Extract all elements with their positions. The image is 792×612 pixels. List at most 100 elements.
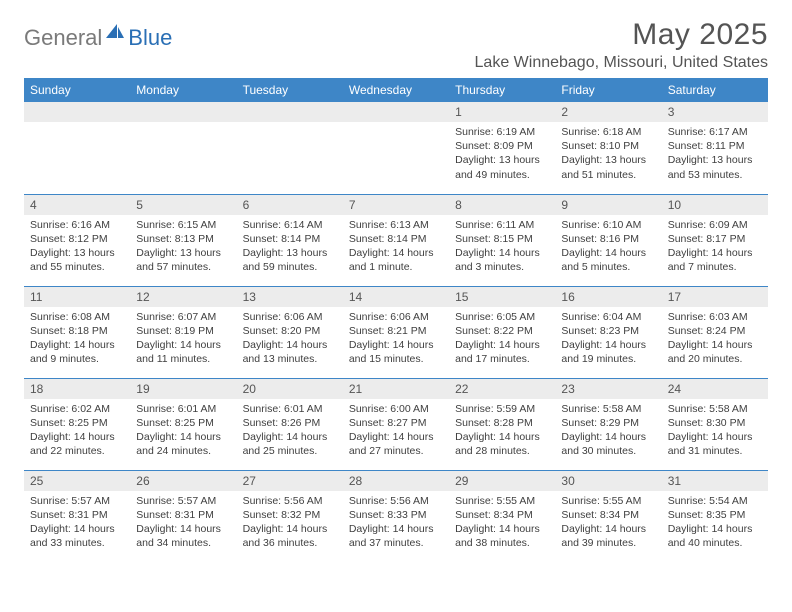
sunrise-line: Sunrise: 5:56 AM — [243, 494, 337, 508]
daylight-line: Daylight: 14 hours and 13 minutes. — [243, 338, 337, 366]
sunset-line: Sunset: 8:13 PM — [136, 232, 230, 246]
calendar-week-row: 11Sunrise: 6:08 AMSunset: 8:18 PMDayligh… — [24, 286, 768, 378]
day-info: Sunrise: 6:16 AMSunset: 8:12 PMDaylight:… — [24, 215, 130, 279]
day-info: Sunrise: 6:04 AMSunset: 8:23 PMDaylight:… — [555, 307, 661, 371]
day-number: 4 — [24, 195, 130, 215]
sunrise-line: Sunrise: 6:13 AM — [349, 218, 443, 232]
sunset-line: Sunset: 8:21 PM — [349, 324, 443, 338]
sunset-line: Sunset: 8:18 PM — [30, 324, 124, 338]
daylight-line: Daylight: 14 hours and 37 minutes. — [349, 522, 443, 550]
sunset-line: Sunset: 8:12 PM — [30, 232, 124, 246]
calendar-cell: 24Sunrise: 5:58 AMSunset: 8:30 PMDayligh… — [662, 378, 768, 470]
daylight-line: Daylight: 14 hours and 38 minutes. — [455, 522, 549, 550]
calendar-cell: 22Sunrise: 5:59 AMSunset: 8:28 PMDayligh… — [449, 378, 555, 470]
calendar-cell: 19Sunrise: 6:01 AMSunset: 8:25 PMDayligh… — [130, 378, 236, 470]
day-number: 12 — [130, 287, 236, 307]
weekday-header: Sunday — [24, 78, 130, 102]
sunset-line: Sunset: 8:11 PM — [668, 139, 762, 153]
sunset-line: Sunset: 8:31 PM — [136, 508, 230, 522]
calendar-cell: 2Sunrise: 6:18 AMSunset: 8:10 PMDaylight… — [555, 102, 661, 194]
day-number: 28 — [343, 471, 449, 491]
sunrise-line: Sunrise: 6:05 AM — [455, 310, 549, 324]
calendar-cell: 23Sunrise: 5:58 AMSunset: 8:29 PMDayligh… — [555, 378, 661, 470]
daylight-line: Daylight: 14 hours and 27 minutes. — [349, 430, 443, 458]
day-number: 10 — [662, 195, 768, 215]
calendar-cell: 6Sunrise: 6:14 AMSunset: 8:14 PMDaylight… — [237, 194, 343, 286]
day-number: 20 — [237, 379, 343, 399]
day-info: Sunrise: 5:59 AMSunset: 8:28 PMDaylight:… — [449, 399, 555, 463]
sunrise-line: Sunrise: 6:08 AM — [30, 310, 124, 324]
calendar-week-row: 4Sunrise: 6:16 AMSunset: 8:12 PMDaylight… — [24, 194, 768, 286]
sunset-line: Sunset: 8:17 PM — [668, 232, 762, 246]
daylight-line: Daylight: 13 hours and 59 minutes. — [243, 246, 337, 274]
calendar-cell: 21Sunrise: 6:00 AMSunset: 8:27 PMDayligh… — [343, 378, 449, 470]
sunrise-line: Sunrise: 6:11 AM — [455, 218, 549, 232]
page-header: General Blue May 2025 Lake Winnebago, Mi… — [24, 18, 768, 72]
day-number: 18 — [24, 379, 130, 399]
day-number: 26 — [130, 471, 236, 491]
sunrise-line: Sunrise: 6:10 AM — [561, 218, 655, 232]
calendar-cell: 30Sunrise: 5:55 AMSunset: 8:34 PMDayligh… — [555, 470, 661, 562]
sunrise-line: Sunrise: 5:58 AM — [561, 402, 655, 416]
calendar-page: General Blue May 2025 Lake Winnebago, Mi… — [0, 0, 792, 572]
calendar-cell: 20Sunrise: 6:01 AMSunset: 8:26 PMDayligh… — [237, 378, 343, 470]
sunset-line: Sunset: 8:29 PM — [561, 416, 655, 430]
sunset-line: Sunset: 8:28 PM — [455, 416, 549, 430]
day-number: 15 — [449, 287, 555, 307]
daylight-line: Daylight: 14 hours and 1 minute. — [349, 246, 443, 274]
calendar-cell: 15Sunrise: 6:05 AMSunset: 8:22 PMDayligh… — [449, 286, 555, 378]
day-number: 31 — [662, 471, 768, 491]
calendar-head: SundayMondayTuesdayWednesdayThursdayFrid… — [24, 78, 768, 102]
calendar-cell: 27Sunrise: 5:56 AMSunset: 8:32 PMDayligh… — [237, 470, 343, 562]
sunrise-line: Sunrise: 5:59 AM — [455, 402, 549, 416]
day-info: Sunrise: 5:56 AMSunset: 8:33 PMDaylight:… — [343, 491, 449, 555]
calendar-week-row: 1Sunrise: 6:19 AMSunset: 8:09 PMDaylight… — [24, 102, 768, 194]
daylight-line: Daylight: 13 hours and 57 minutes. — [136, 246, 230, 274]
day-info: Sunrise: 6:14 AMSunset: 8:14 PMDaylight:… — [237, 215, 343, 279]
calendar-cell: 18Sunrise: 6:02 AMSunset: 8:25 PMDayligh… — [24, 378, 130, 470]
day-number: 19 — [130, 379, 236, 399]
calendar-week-row: 18Sunrise: 6:02 AMSunset: 8:25 PMDayligh… — [24, 378, 768, 470]
calendar-cell: 13Sunrise: 6:06 AMSunset: 8:20 PMDayligh… — [237, 286, 343, 378]
sunrise-line: Sunrise: 6:07 AM — [136, 310, 230, 324]
sunrise-line: Sunrise: 6:01 AM — [136, 402, 230, 416]
weekday-header: Wednesday — [343, 78, 449, 102]
sunrise-line: Sunrise: 6:02 AM — [30, 402, 124, 416]
day-number: 9 — [555, 195, 661, 215]
sunrise-line: Sunrise: 5:55 AM — [455, 494, 549, 508]
daylight-line: Daylight: 14 hours and 15 minutes. — [349, 338, 443, 366]
day-info: Sunrise: 6:18 AMSunset: 8:10 PMDaylight:… — [555, 122, 661, 186]
day-number: 22 — [449, 379, 555, 399]
daylight-line: Daylight: 14 hours and 33 minutes. — [30, 522, 124, 550]
day-number: 3 — [662, 102, 768, 122]
day-number: 5 — [130, 195, 236, 215]
day-number — [130, 102, 236, 122]
logo: General Blue — [24, 24, 172, 51]
sunrise-line: Sunrise: 5:55 AM — [561, 494, 655, 508]
sunset-line: Sunset: 8:34 PM — [561, 508, 655, 522]
sunrise-line: Sunrise: 6:06 AM — [349, 310, 443, 324]
day-info: Sunrise: 6:09 AMSunset: 8:17 PMDaylight:… — [662, 215, 768, 279]
daylight-line: Daylight: 14 hours and 19 minutes. — [561, 338, 655, 366]
day-info: Sunrise: 6:07 AMSunset: 8:19 PMDaylight:… — [130, 307, 236, 371]
daylight-line: Daylight: 14 hours and 25 minutes. — [243, 430, 337, 458]
logo-text-2: Blue — [128, 25, 172, 51]
sunrise-line: Sunrise: 5:57 AM — [30, 494, 124, 508]
sunset-line: Sunset: 8:15 PM — [455, 232, 549, 246]
day-info: Sunrise: 6:06 AMSunset: 8:20 PMDaylight:… — [237, 307, 343, 371]
calendar-cell: 31Sunrise: 5:54 AMSunset: 8:35 PMDayligh… — [662, 470, 768, 562]
daylight-line: Daylight: 13 hours and 55 minutes. — [30, 246, 124, 274]
calendar-cell: 17Sunrise: 6:03 AMSunset: 8:24 PMDayligh… — [662, 286, 768, 378]
sunrise-line: Sunrise: 6:15 AM — [136, 218, 230, 232]
daylight-line: Daylight: 13 hours and 51 minutes. — [561, 153, 655, 181]
day-info: Sunrise: 6:03 AMSunset: 8:24 PMDaylight:… — [662, 307, 768, 371]
sunset-line: Sunset: 8:22 PM — [455, 324, 549, 338]
weekday-header: Thursday — [449, 78, 555, 102]
calendar-cell: 1Sunrise: 6:19 AMSunset: 8:09 PMDaylight… — [449, 102, 555, 194]
month-title: May 2025 — [475, 18, 768, 52]
sunrise-line: Sunrise: 6:19 AM — [455, 125, 549, 139]
day-info: Sunrise: 6:11 AMSunset: 8:15 PMDaylight:… — [449, 215, 555, 279]
day-info: Sunrise: 6:05 AMSunset: 8:22 PMDaylight:… — [449, 307, 555, 371]
day-info: Sunrise: 5:57 AMSunset: 8:31 PMDaylight:… — [24, 491, 130, 555]
weekday-header: Monday — [130, 78, 236, 102]
